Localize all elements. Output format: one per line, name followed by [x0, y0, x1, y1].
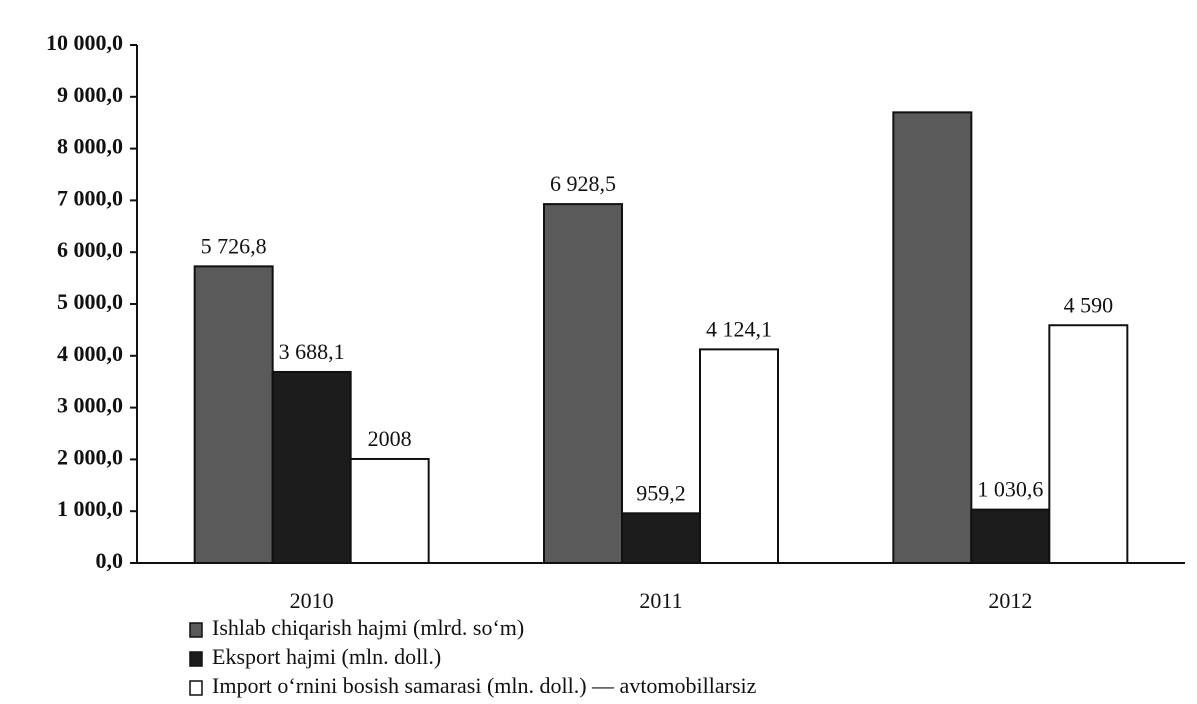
value-label: 1 030,6 [977, 477, 1043, 502]
y-tick-label: 1 000,0 [57, 496, 123, 521]
bar [892, 111, 973, 564]
value-label: 4 590 [1064, 292, 1114, 317]
bar [349, 457, 430, 564]
legend-label: Eksport hajmi (mln. doll.) [212, 644, 441, 669]
legend-swatch [189, 680, 203, 696]
value-label: 959,2 [636, 480, 686, 505]
x-tick-label: 2011 [639, 588, 682, 613]
value-label: 2008 [368, 426, 412, 451]
value-label: 6 928,5 [550, 171, 616, 196]
y-tick-label: 7 000,0 [57, 185, 123, 210]
y-tick-label: 8 000,0 [57, 134, 123, 159]
y-tick-label: 6 000,0 [57, 237, 123, 262]
bar [970, 508, 1051, 565]
legend-label: Ishlab chiqarish hajmi (mlrd. so‘m) [212, 615, 524, 640]
bar [543, 203, 623, 564]
bar [621, 512, 701, 564]
value-label: 3 688,1 [279, 339, 345, 364]
bar [193, 265, 274, 564]
y-tick-label: 9 000,0 [57, 82, 123, 107]
y-tick-label: 4 000,0 [57, 341, 123, 366]
x-tick-label: 2012 [988, 588, 1032, 613]
legend-swatch [189, 651, 203, 667]
y-tick-label: 5 000,0 [57, 289, 123, 314]
bar [1048, 324, 1129, 564]
x-tick-label: 2010 [290, 588, 334, 613]
y-tick-label: 10 000,0 [46, 30, 123, 55]
y-tick-label: 0,0 [96, 548, 124, 573]
y-tick-label: 3 000,0 [57, 393, 123, 418]
legend-swatch [189, 622, 203, 638]
legend-label: Import o‘rnini bosish samarasi (mln. dol… [212, 673, 757, 698]
value-label: 4 124,1 [706, 316, 772, 341]
y-tick-label: 2 000,0 [57, 444, 123, 469]
value-label: 5 726,8 [201, 233, 267, 258]
bar [271, 370, 352, 564]
bar [699, 348, 779, 564]
